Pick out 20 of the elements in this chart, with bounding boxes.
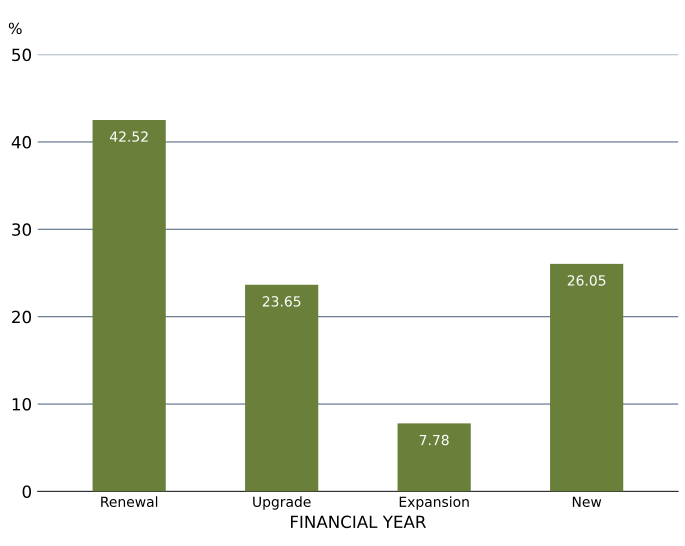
data-label: 42.52 xyxy=(110,131,148,142)
data-label: 7.78 xyxy=(420,434,449,446)
y-tick-label: 20 xyxy=(12,310,32,324)
x-tick-label: Expansion xyxy=(400,496,469,510)
y-tick-label: 10 xyxy=(12,398,32,411)
data-label: 26.05 xyxy=(568,275,606,286)
bar xyxy=(92,120,166,492)
y-tick-label: 50 xyxy=(12,48,32,62)
x-tick-label: Renewal xyxy=(101,496,158,508)
x-axis-title: FINANCIAL YEAR xyxy=(291,516,426,528)
bar xyxy=(398,423,471,492)
y-tick-label: 40 xyxy=(12,136,32,149)
y-tick-label: 0 xyxy=(22,485,32,498)
bar xyxy=(550,264,624,492)
x-tick-label: Upgrade xyxy=(253,496,311,510)
y-tick-label: 30 xyxy=(12,223,32,236)
y-axis-title: % xyxy=(8,22,22,34)
bar xyxy=(245,284,318,492)
data-label: 23.65 xyxy=(262,296,300,307)
x-tick-label: New xyxy=(572,496,602,508)
